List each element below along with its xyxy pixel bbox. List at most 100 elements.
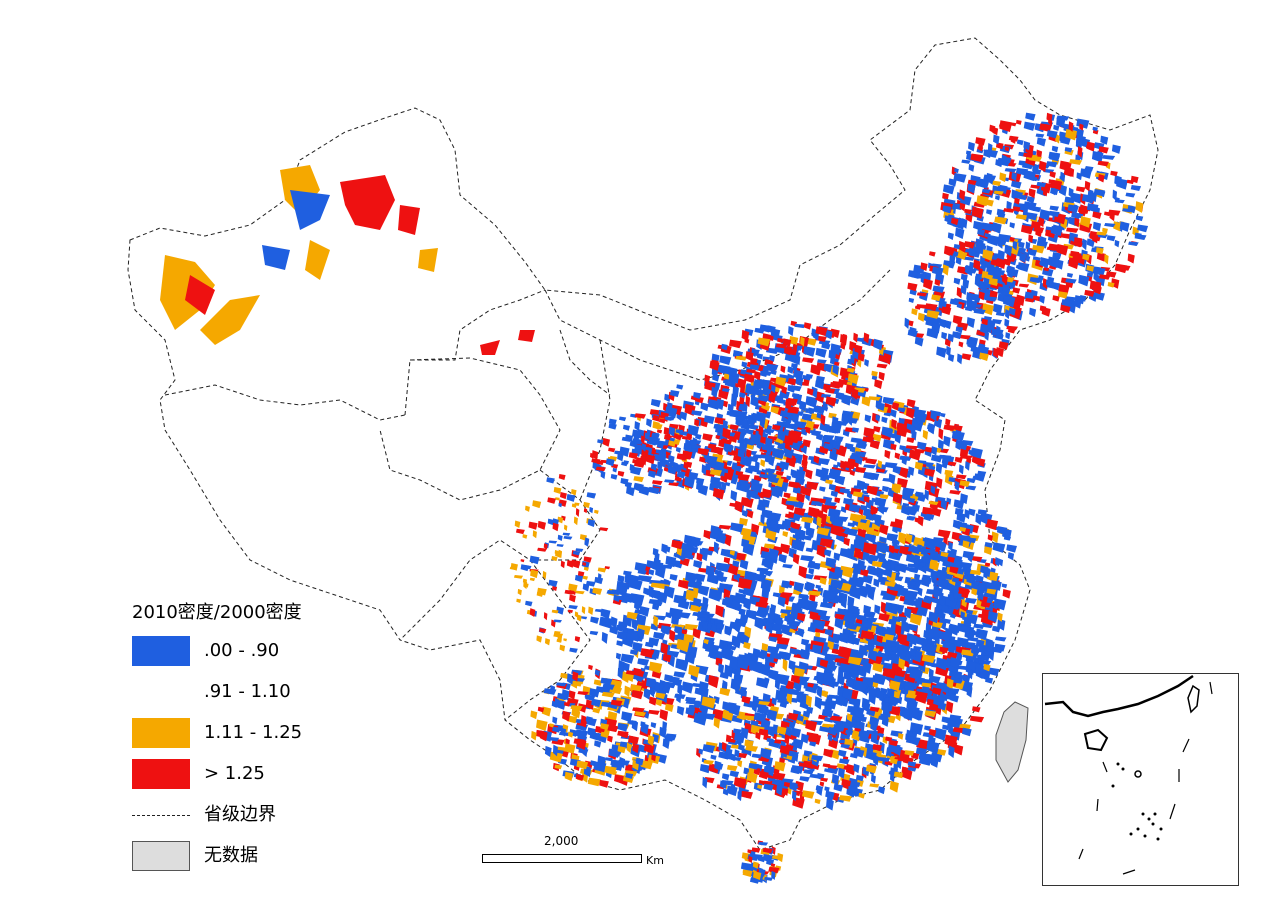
district-patch <box>825 479 834 485</box>
district-patch <box>622 424 631 431</box>
district-patch <box>549 751 563 763</box>
district-patch <box>634 562 647 573</box>
district-patch <box>660 625 672 634</box>
district-patch <box>1096 231 1108 236</box>
district-patch <box>850 396 860 406</box>
district-patch <box>1027 248 1038 257</box>
district-patch <box>950 549 957 556</box>
district-patch <box>783 781 791 788</box>
district-patch <box>902 490 912 502</box>
district-patch <box>775 343 788 349</box>
district-patch <box>725 738 737 743</box>
district-patch <box>770 520 779 530</box>
district-patch <box>943 424 956 432</box>
district-patch <box>738 744 745 752</box>
district-patch <box>1106 235 1116 242</box>
district-patch <box>971 206 984 219</box>
district-patch <box>943 245 955 257</box>
district-patch <box>857 358 862 368</box>
district-patch <box>748 855 753 863</box>
district-patch <box>661 564 674 570</box>
district-patch <box>564 589 575 595</box>
district-patch <box>874 379 883 390</box>
district-patch <box>586 492 597 499</box>
district-patch <box>755 601 769 609</box>
district-patch <box>1005 244 1013 257</box>
district-patch <box>741 361 748 369</box>
district-patch <box>940 498 948 510</box>
district-patch <box>819 538 834 548</box>
district-patch <box>1006 544 1017 553</box>
district-patch <box>544 745 552 758</box>
district-patch <box>959 480 970 487</box>
district-patch <box>1086 272 1094 278</box>
district-patch <box>762 379 769 391</box>
district-patch <box>525 505 530 512</box>
district-patch <box>1051 145 1059 153</box>
district-patch <box>714 760 722 772</box>
district-patch <box>1134 232 1142 239</box>
district-patch <box>1061 299 1073 308</box>
district-patch <box>576 614 582 622</box>
district-patch <box>744 626 752 638</box>
district-patch <box>737 437 746 445</box>
district-patch <box>759 474 772 479</box>
district-patch <box>754 460 760 472</box>
district-patch <box>1007 265 1015 277</box>
district-patch <box>921 654 936 664</box>
district-patch <box>1114 199 1125 204</box>
district-patch <box>1006 257 1016 262</box>
district-patch <box>802 454 808 464</box>
district-patch <box>984 331 990 341</box>
district-patch <box>814 696 823 710</box>
district-patch <box>958 589 971 596</box>
district-patch <box>731 635 742 649</box>
district-patch <box>676 453 688 461</box>
district-patch <box>668 454 675 465</box>
district-patch <box>762 617 775 624</box>
district-patch <box>840 732 851 741</box>
district-patch <box>823 748 834 758</box>
district-patch <box>701 696 716 709</box>
district-patch <box>1001 272 1007 285</box>
district-patch <box>845 679 854 689</box>
district-patch <box>805 526 815 538</box>
district-patch <box>722 419 728 430</box>
district-patch <box>553 487 562 494</box>
district-patch <box>592 587 603 595</box>
district-patch <box>1053 124 1060 131</box>
district-patch <box>659 418 666 424</box>
district-patch <box>728 703 741 716</box>
district-patch <box>819 615 831 622</box>
district-patch <box>801 516 814 524</box>
district-patch <box>892 492 903 504</box>
district-patch <box>901 620 908 632</box>
district-patch <box>805 547 814 553</box>
district-patch <box>790 674 802 684</box>
district-patch <box>595 466 607 472</box>
district-patch <box>1081 194 1095 204</box>
legend-label-decrease: .00 - .90 <box>204 640 280 661</box>
district-patch <box>590 616 600 624</box>
district-patch <box>857 352 865 362</box>
district-patch <box>1084 289 1095 297</box>
district-patch <box>954 480 960 492</box>
district-patch <box>537 706 545 713</box>
district-patch <box>992 180 1002 187</box>
boundary-xinjiang-xizang <box>164 384 406 421</box>
district-patch <box>819 659 829 668</box>
district-patch <box>713 541 719 555</box>
district-patch <box>906 399 916 408</box>
district-patch <box>587 519 596 527</box>
district-patch <box>921 506 935 517</box>
district-patch <box>1084 180 1091 192</box>
district-patch <box>865 497 870 503</box>
district-patch <box>884 567 893 578</box>
district-patch <box>1092 126 1098 132</box>
district-patch <box>599 779 609 788</box>
district-patch <box>785 680 795 692</box>
district-patch <box>796 469 806 481</box>
district-patch <box>909 326 917 338</box>
district-patch <box>722 640 728 650</box>
district-patch <box>701 550 709 556</box>
